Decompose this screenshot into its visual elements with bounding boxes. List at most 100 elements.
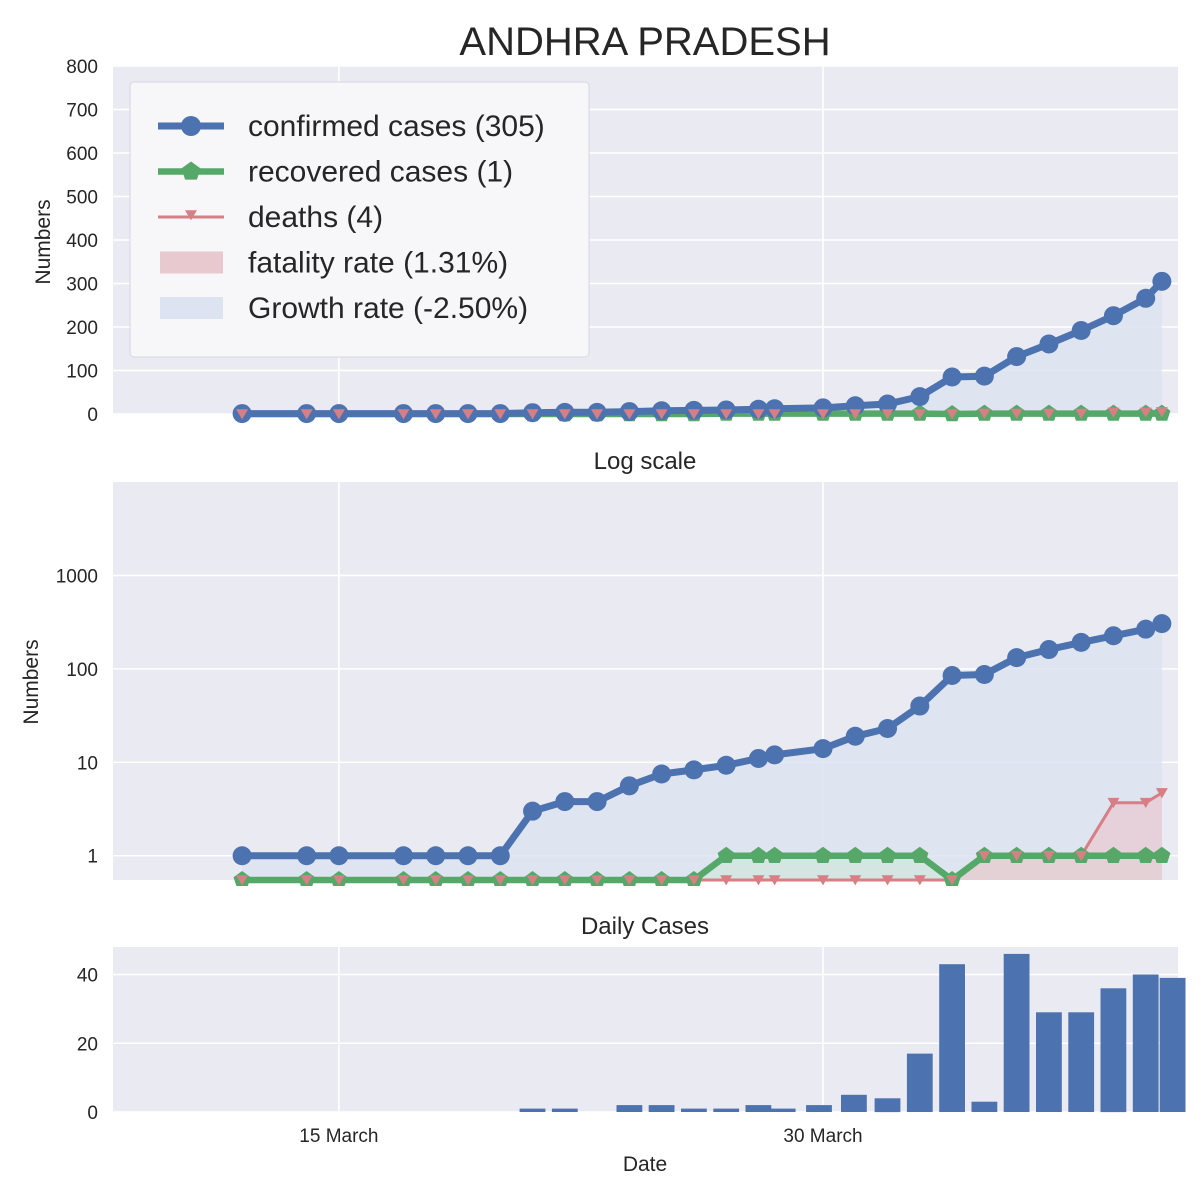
deaths-point xyxy=(494,409,507,420)
deaths-point xyxy=(591,875,604,886)
confirmed-point xyxy=(845,726,865,746)
confirmed-point xyxy=(765,399,785,419)
deaths-point xyxy=(913,875,926,886)
y-tick-label: 500 xyxy=(66,188,98,209)
deaths-point xyxy=(768,875,781,886)
confirmed-point xyxy=(1007,347,1027,367)
subtitle-daily: Daily Cases xyxy=(581,913,709,940)
y-axis-label-log: Numbers xyxy=(20,639,43,724)
recovered-point xyxy=(1137,846,1155,863)
deaths-point xyxy=(591,409,604,420)
confirmed-point xyxy=(765,745,785,765)
recovered-point xyxy=(846,846,864,863)
deaths-point xyxy=(849,409,862,420)
confirmed-point xyxy=(587,792,607,812)
daily-bar xyxy=(1159,977,1186,1112)
confirmed-line xyxy=(242,278,1165,418)
confirmed-point xyxy=(813,739,833,759)
confirmed-point xyxy=(942,367,962,387)
confirmed-area xyxy=(242,623,1162,880)
daily-bar xyxy=(971,1101,998,1112)
deaths-point xyxy=(558,875,571,886)
deaths-point xyxy=(397,409,410,420)
confirmed-point xyxy=(1103,626,1123,646)
deaths-point xyxy=(1155,407,1168,418)
y-tick-label: 0 xyxy=(87,405,98,426)
confirmed-point xyxy=(1039,334,1059,354)
deaths-point xyxy=(494,875,507,886)
recovered-line xyxy=(242,852,1162,884)
confirmed-point xyxy=(910,696,930,716)
confirmed-point xyxy=(1071,320,1091,340)
legend-marker xyxy=(181,161,201,180)
confirmed-point xyxy=(297,846,317,866)
confirmed-point xyxy=(523,801,543,821)
confirmed-point xyxy=(1136,288,1156,308)
deaths-point xyxy=(397,875,410,886)
confirmed-point xyxy=(652,764,672,784)
legend: confirmed cases (305) recovered cases (1)… xyxy=(129,81,590,358)
confirmed-point xyxy=(329,846,349,866)
confirmed-point xyxy=(426,846,446,866)
deaths-point xyxy=(720,875,733,886)
confirmed-point xyxy=(974,366,994,386)
confirmed-point xyxy=(878,394,898,414)
x-tick-label: 30 March xyxy=(783,1126,862,1147)
deaths-point xyxy=(720,409,733,420)
deaths-point xyxy=(1139,797,1152,809)
legend-box xyxy=(129,81,590,358)
deaths-point xyxy=(752,409,765,420)
legend-marker xyxy=(185,210,197,221)
deaths-point xyxy=(978,850,991,862)
x-axis-label: Date xyxy=(623,1153,667,1176)
deaths-point xyxy=(429,875,442,886)
deaths-point xyxy=(623,875,636,886)
deaths-point xyxy=(817,875,829,886)
y-ticks-linear: 0 100 200 300 400 500 600 700 800 xyxy=(66,57,98,426)
deaths-point xyxy=(768,409,781,420)
deaths-point xyxy=(946,875,959,886)
y-tick-label: 0 xyxy=(87,1103,98,1124)
legend-label: Growth rate (-2.50%) xyxy=(248,292,528,325)
deaths-point xyxy=(332,875,345,886)
recovered-point xyxy=(717,846,735,863)
confirmed-point xyxy=(232,846,252,866)
deaths-point xyxy=(655,409,668,420)
y-tick-label: 700 xyxy=(66,101,98,122)
panel-daily: Daily Cases 0 20 40 15 March 30 March Date xyxy=(77,913,1186,1176)
y-tick-label: 1 xyxy=(87,847,98,868)
y-tick-label: 200 xyxy=(66,318,98,339)
subtitle-log: Log scale xyxy=(594,448,697,475)
daily-bar xyxy=(841,1094,867,1112)
deaths-point xyxy=(558,409,571,420)
deaths-point xyxy=(462,409,474,420)
grid-daily xyxy=(113,947,1178,1113)
marks-linear xyxy=(232,271,1172,424)
deaths-point xyxy=(300,875,313,886)
legend-label: fatality rate (1.31%) xyxy=(248,247,508,280)
daily-bar xyxy=(1036,1012,1062,1112)
confirmed-point xyxy=(1039,640,1059,660)
deaths-point xyxy=(526,409,539,420)
deaths-point xyxy=(978,408,991,419)
confirmed-point xyxy=(393,846,413,866)
legend-label: deaths (4) xyxy=(248,201,383,234)
x-ticks: 15 March 30 March xyxy=(299,1126,862,1147)
daily-bar xyxy=(806,1105,832,1112)
chart-title: ANDHRA PRADESH xyxy=(459,20,830,64)
daily-bar xyxy=(713,1108,740,1112)
daily-bar xyxy=(874,1098,901,1113)
recovered-point xyxy=(814,846,832,863)
daily-bar xyxy=(681,1108,707,1112)
confirmed-point xyxy=(748,748,768,768)
deaths-point xyxy=(332,409,345,420)
deaths-point xyxy=(946,409,959,420)
daily-bar xyxy=(616,1105,643,1112)
confirmed-point xyxy=(684,760,704,780)
confirmed-point xyxy=(942,665,962,685)
deaths-point xyxy=(1042,850,1055,862)
confirmed-point xyxy=(878,719,898,739)
confirmed-point xyxy=(1071,632,1091,652)
recovered-point xyxy=(879,846,897,863)
